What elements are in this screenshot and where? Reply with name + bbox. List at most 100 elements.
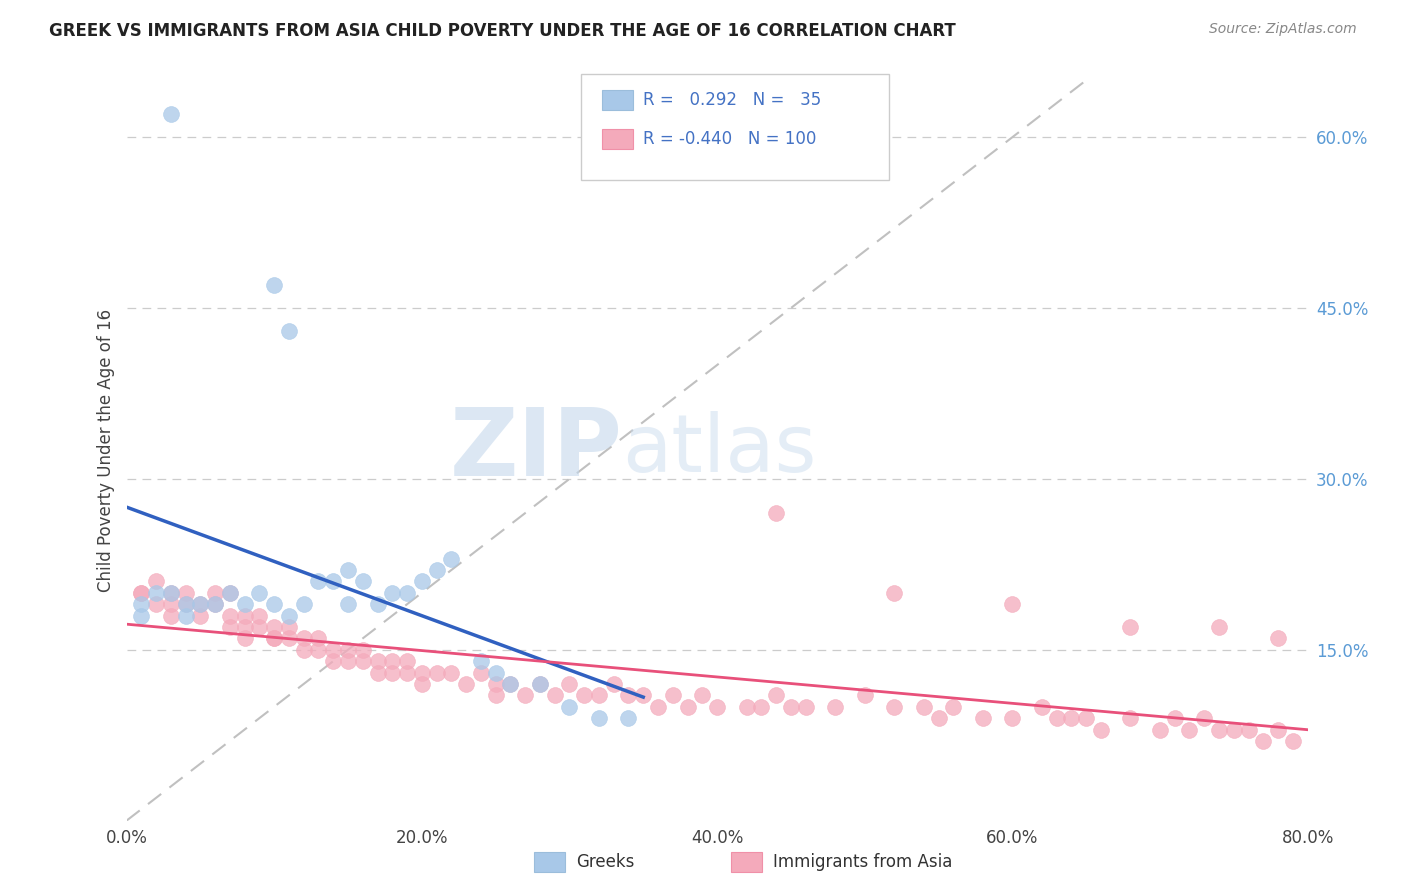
Point	[219, 586, 242, 600]
Point	[470, 665, 492, 680]
Point	[188, 597, 212, 611]
Point	[381, 586, 404, 600]
Point	[765, 689, 787, 703]
Point	[174, 608, 197, 623]
Point	[367, 597, 389, 611]
Point	[765, 506, 787, 520]
Point	[145, 586, 167, 600]
Point	[574, 689, 596, 703]
Point	[322, 574, 344, 589]
Point	[912, 699, 935, 714]
Point	[204, 586, 226, 600]
Point	[440, 551, 463, 566]
Point	[263, 620, 285, 634]
Point	[204, 597, 226, 611]
Point	[174, 597, 197, 611]
Text: R =   0.292   N =   35: R = 0.292 N = 35	[643, 91, 821, 109]
Point	[780, 699, 803, 714]
Point	[928, 711, 950, 725]
Point	[1253, 734, 1275, 748]
Point	[1149, 723, 1171, 737]
Point	[233, 632, 256, 646]
Point	[1267, 632, 1289, 646]
Point	[278, 324, 301, 338]
Point	[337, 642, 360, 657]
Point	[972, 711, 994, 725]
Point	[647, 699, 669, 714]
Point	[160, 608, 183, 623]
Point	[470, 654, 492, 668]
Point	[129, 608, 153, 623]
Point	[145, 574, 167, 589]
Point	[1090, 723, 1112, 737]
Point	[484, 689, 508, 703]
Point	[219, 586, 242, 600]
Point	[558, 677, 581, 691]
Point	[396, 665, 419, 680]
Point	[129, 586, 153, 600]
Point	[588, 711, 610, 725]
Point	[1076, 711, 1098, 725]
Point	[1267, 723, 1289, 737]
Point	[396, 586, 419, 600]
Point	[337, 563, 360, 577]
Point	[1164, 711, 1187, 725]
Point	[617, 689, 640, 703]
Point	[515, 689, 537, 703]
Point	[853, 689, 876, 703]
Point	[1178, 723, 1201, 737]
Point	[308, 642, 330, 657]
Point	[233, 608, 256, 623]
Point	[794, 699, 817, 714]
Point	[411, 677, 433, 691]
Point	[676, 699, 699, 714]
Point	[263, 632, 285, 646]
Point	[322, 642, 344, 657]
Point	[425, 665, 447, 680]
Point	[735, 699, 758, 714]
Point	[425, 563, 447, 577]
Y-axis label: Child Poverty Under the Age of 16: Child Poverty Under the Age of 16	[97, 309, 115, 592]
Point	[278, 632, 301, 646]
Point	[322, 654, 344, 668]
Point	[1237, 723, 1260, 737]
Point	[529, 677, 551, 691]
Point	[308, 574, 330, 589]
Point	[883, 586, 905, 600]
Point	[706, 699, 728, 714]
Point	[292, 632, 315, 646]
Point	[249, 620, 271, 634]
Point	[499, 677, 522, 691]
Point	[129, 586, 153, 600]
Point	[1208, 620, 1230, 634]
Text: GREEK VS IMMIGRANTS FROM ASIA CHILD POVERTY UNDER THE AGE OF 16 CORRELATION CHAR: GREEK VS IMMIGRANTS FROM ASIA CHILD POVE…	[49, 22, 956, 40]
Point	[1119, 711, 1142, 725]
Point	[543, 689, 565, 703]
Point	[278, 620, 301, 634]
Text: Immigrants from Asia: Immigrants from Asia	[773, 854, 953, 871]
Point	[1060, 711, 1083, 725]
Point	[617, 711, 640, 725]
Point	[1208, 723, 1230, 737]
Point	[233, 597, 256, 611]
Point	[1046, 711, 1069, 725]
Point	[337, 597, 360, 611]
Point	[751, 699, 773, 714]
Point	[219, 608, 242, 623]
Point	[174, 597, 197, 611]
Point	[160, 107, 183, 121]
Point	[692, 689, 714, 703]
Point	[411, 574, 433, 589]
Text: R = -0.440   N = 100: R = -0.440 N = 100	[643, 130, 815, 148]
Point	[337, 654, 360, 668]
Point	[352, 642, 374, 657]
Point	[263, 632, 285, 646]
Point	[1031, 699, 1053, 714]
Point	[942, 699, 965, 714]
Point	[484, 665, 508, 680]
Point	[263, 597, 285, 611]
Point	[129, 597, 153, 611]
Point	[633, 689, 655, 703]
Point	[1001, 597, 1024, 611]
Point	[381, 654, 404, 668]
